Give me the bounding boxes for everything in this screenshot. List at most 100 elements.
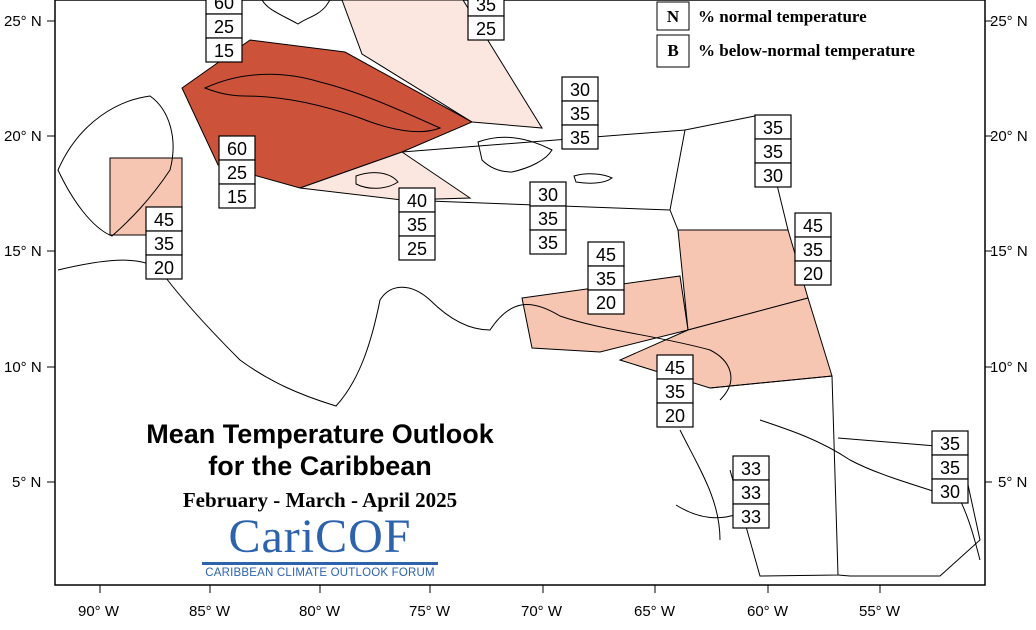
lat-label: 5° N	[12, 474, 41, 491]
prob-value: 35	[407, 215, 427, 235]
prob-stack-belize: 45 35 20	[145, 206, 183, 280]
prob-value: 45	[596, 245, 616, 265]
lon-label: 60° W	[747, 603, 789, 620]
prob-value: 15	[214, 41, 234, 61]
prob-cell	[794, 236, 832, 262]
lon-label: 55° W	[859, 603, 901, 620]
prob-cell	[218, 183, 256, 209]
coast-guianas	[759, 419, 981, 561]
lat-label: 15° N	[4, 243, 42, 260]
coastlines	[57, 0, 981, 561]
lon-label: 80° W	[299, 603, 341, 620]
lon-label: 90° W	[78, 603, 120, 620]
title-line-1: Mean Temperature Outlook	[146, 419, 494, 449]
prob-value: 35	[763, 118, 783, 138]
prob-value: 25	[407, 239, 427, 259]
prob-value: 25	[227, 163, 247, 183]
caricof-logo: CariCOF CARIBBEAN CLIMATE OUTLOOK FORUM	[200, 512, 440, 579]
prob-value: 45	[803, 216, 823, 236]
lon-label: 70° W	[521, 603, 563, 620]
prob-cell	[529, 229, 567, 255]
prob-cell	[732, 503, 770, 529]
prob-cell	[656, 354, 694, 380]
prob-value: 20	[803, 264, 823, 284]
prob-value: 35	[476, 0, 496, 15]
prob-stack-suriname-frenchguiana: 35 35 30	[931, 430, 969, 504]
legend-key-b: B	[667, 41, 678, 60]
lon-label: 85° W	[189, 603, 231, 620]
prob-cell	[931, 454, 969, 480]
prob-value: 20	[596, 293, 616, 313]
lat-label: 10° N	[4, 359, 42, 376]
coast-centralamerica	[57, 259, 732, 407]
prob-value: 40	[407, 191, 427, 211]
prob-cell	[561, 100, 599, 126]
lat-label: 5° N	[998, 474, 1027, 491]
prob-cell	[218, 135, 256, 161]
logo-subtitle: CARIBBEAN CLIMATE OUTLOOK FORUM	[205, 567, 435, 579]
coast-jamaica	[355, 172, 399, 189]
prob-value: 15	[227, 187, 247, 207]
legend-text-normal: % normal temperature	[698, 7, 867, 26]
prob-cell	[561, 76, 599, 102]
prob-value: 35	[570, 128, 590, 148]
prob-value: 20	[154, 258, 174, 278]
prob-cell	[732, 455, 770, 481]
logo-bar	[202, 562, 438, 565]
prob-value: 35	[538, 233, 558, 253]
lon-label: 75° W	[409, 603, 451, 620]
prob-stack-guyana: 33 33 33	[732, 455, 770, 529]
map-period: February - March - April 2025	[182, 488, 458, 512]
region-boundary-leeward	[669, 114, 789, 231]
prob-cell	[754, 114, 792, 140]
legend-key-n: N	[667, 7, 680, 26]
latitude-ticks-right	[985, 20, 992, 483]
prob-cell	[398, 187, 436, 213]
prob-value: 35	[154, 234, 174, 254]
prob-value: 60	[214, 0, 234, 13]
map-title: Mean Temperature Outlook for the Caribbe…	[100, 418, 540, 482]
latitude-labels-right: 25° N 20° N 15° N 10° N 5° N	[990, 13, 1028, 491]
prob-cell	[931, 430, 969, 456]
prob-cell	[467, 15, 505, 41]
lat-label: 15° N	[990, 243, 1028, 260]
prob-stack-trinidad-barbados: 45 35 20	[656, 354, 694, 428]
prob-value: 35	[665, 382, 685, 402]
latitude-ticks-left	[47, 20, 55, 483]
prob-cell	[794, 260, 832, 286]
prob-value: 45	[154, 210, 174, 230]
prob-value: 30	[940, 482, 960, 502]
coast-florida	[261, 0, 331, 25]
lon-label: 65° W	[634, 603, 676, 620]
prob-cell	[398, 235, 436, 261]
legend-text-below: % below-normal temperature	[698, 41, 915, 60]
region-bahamas	[341, 0, 543, 129]
prob-cell	[656, 378, 694, 404]
coast-yucatan	[57, 95, 174, 237]
prob-value: 33	[741, 483, 761, 503]
prob-cell	[931, 478, 969, 504]
prob-stack-florida-north: 60 25 15	[205, 0, 243, 63]
prob-value: 35	[803, 240, 823, 260]
prob-value: 33	[741, 459, 761, 479]
lat-label: 10° N	[990, 359, 1028, 376]
prob-cell	[656, 402, 694, 428]
lat-label: 20° N	[4, 128, 42, 145]
prob-value: 60	[227, 139, 247, 159]
prob-stack-abc-islands: 45 35 20	[587, 241, 625, 315]
prob-cell	[205, 13, 243, 39]
legend-key-box-b	[656, 34, 690, 68]
prob-value: 33	[741, 507, 761, 527]
prob-value: 45	[665, 358, 685, 378]
lat-label: 25° N	[990, 13, 1028, 30]
prob-cell	[205, 37, 243, 63]
prob-stack-cuba: 60 25 15	[218, 135, 256, 209]
coast-puertorico	[573, 173, 613, 184]
prob-cell	[754, 162, 792, 188]
prob-value: 35	[763, 142, 783, 162]
coast-cuba	[203, 73, 442, 133]
legend-key-box-n	[656, 1, 690, 31]
longitude-ticks	[99, 585, 881, 593]
